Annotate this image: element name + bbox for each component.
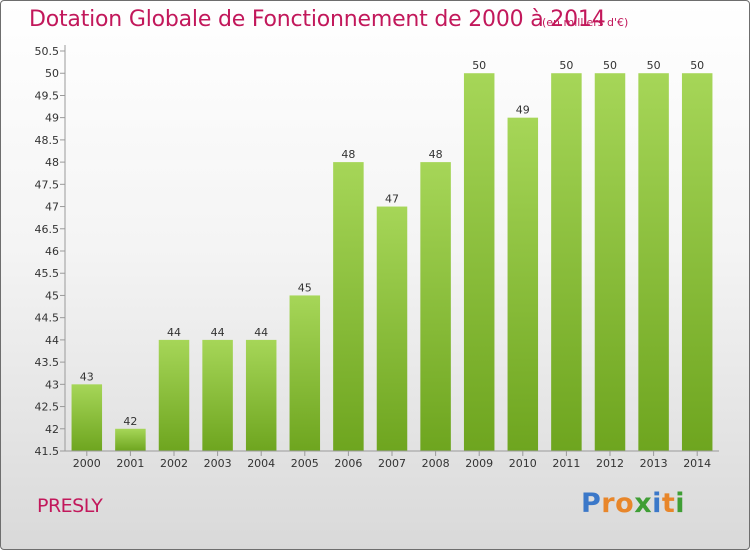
x-tick-label: 2013	[640, 457, 668, 470]
y-tick-label: 47	[45, 201, 59, 214]
y-tick-label: 42.5	[35, 401, 60, 414]
value-label: 44	[254, 326, 268, 339]
x-tick-label: 2006	[334, 457, 362, 470]
y-tick-label: 47.5	[35, 178, 60, 191]
value-label: 47	[385, 193, 399, 206]
bar-2002	[158, 339, 190, 451]
value-label: 48	[429, 148, 443, 161]
value-label: 50	[603, 59, 617, 72]
y-tick-label: 45	[45, 289, 59, 302]
x-tick-labels: 2000 2001 2002 2003 2004 2005 2006 2007 2008 2009…	[73, 457, 711, 470]
y-tick-label: 44	[45, 334, 59, 347]
x-tick-label: 2010	[509, 457, 537, 470]
bars-layer	[71, 73, 713, 452]
logo-letter: x	[634, 488, 653, 519]
proxiti-logo: Proxiti	[581, 488, 685, 519]
x-tick-label: 2002	[160, 457, 188, 470]
bar-2014	[681, 73, 713, 451]
y-tick-label: 43.5	[35, 356, 60, 369]
value-label: 44	[167, 326, 181, 339]
logo-letter: i	[652, 488, 662, 519]
x-tick-label: 2014	[683, 457, 711, 470]
y-tick-label: 46.5	[35, 223, 60, 236]
bar-2007	[376, 206, 408, 451]
x-tick-label: 2001	[116, 457, 144, 470]
logo-letter: i	[675, 488, 686, 519]
commune-name: PRESLY	[37, 495, 103, 517]
y-tick-label: 46	[45, 245, 59, 258]
bar-2010	[507, 117, 539, 452]
y-tick-label: 42	[45, 423, 59, 436]
value-label: 43	[80, 370, 94, 383]
y-tick-label: 48	[45, 156, 59, 169]
y-tick-label: 49	[45, 112, 59, 125]
bar-2005	[289, 295, 321, 451]
x-tick-label: 2005	[291, 457, 319, 470]
x-tick-label: 2007	[378, 457, 406, 470]
x-tick-label: 2011	[552, 457, 580, 470]
y-tick-labels: 41.5 42 42.5 43 43.5 44 44.5 45 45.5 46 46.5 47 47.5…	[35, 45, 60, 458]
value-labels: 43 42 44 44 44 45 48 47 48 50 49 50 50 50 50	[80, 59, 704, 428]
value-label: 50	[559, 59, 573, 72]
logo-letter: r	[601, 488, 616, 519]
bar-2000	[71, 384, 103, 451]
logo-letter: o	[615, 488, 635, 519]
y-tick-label: 43	[45, 378, 59, 391]
bar-2009	[463, 73, 495, 451]
value-label: 45	[298, 281, 312, 294]
value-label: 49	[516, 104, 530, 117]
y-tick-label: 45.5	[35, 267, 60, 280]
value-label: 48	[341, 148, 355, 161]
value-label: 50	[690, 59, 704, 72]
y-tick-label: 41.5	[35, 445, 60, 458]
y-tick-label: 44.5	[35, 312, 60, 325]
bar-2011	[551, 73, 582, 451]
chart-title: Dotation Globale de Fonctionnement de 20…	[29, 7, 606, 32]
bar-2012	[594, 73, 626, 451]
x-tick-label: 2003	[204, 457, 232, 470]
bar-2008	[420, 162, 451, 451]
bar-2006	[333, 162, 364, 451]
logo-letter: t	[661, 488, 676, 519]
value-label: 44	[211, 326, 225, 339]
x-tick-label: 2012	[596, 457, 624, 470]
y-tick-label: 50.5	[35, 45, 60, 58]
value-label: 50	[647, 59, 661, 72]
logo-letter: P	[581, 488, 602, 519]
bar-2001	[115, 428, 146, 451]
x-tick-label: 2000	[73, 457, 101, 470]
y-tick-label: 48.5	[35, 134, 60, 147]
bar-2004	[245, 339, 277, 451]
bar-2003	[202, 339, 233, 451]
x-tick-label: 2004	[247, 457, 275, 470]
x-tick-label: 2009	[465, 457, 493, 470]
chart-unit-note: (en milliers d'€)	[542, 16, 629, 29]
value-label: 42	[123, 415, 137, 428]
x-tick-label: 2008	[422, 457, 450, 470]
value-label: 50	[472, 59, 486, 72]
bar-2013	[638, 73, 669, 451]
axes-layer	[60, 45, 719, 456]
y-tick-label: 49.5	[35, 89, 60, 102]
y-tick-label: 50	[45, 67, 59, 80]
